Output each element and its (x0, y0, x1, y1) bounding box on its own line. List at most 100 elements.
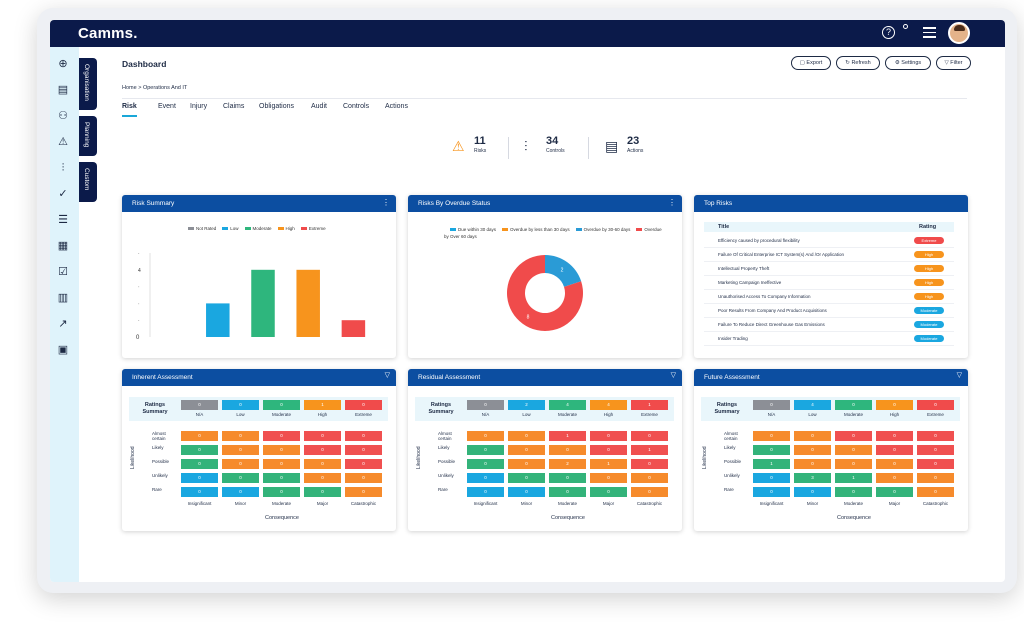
breadcrumb[interactable]: Home > Operations And IT (122, 85, 188, 91)
matrix-cell[interactable]: 0 (917, 431, 954, 441)
matrix-cell[interactable]: 0 (222, 473, 259, 483)
bar-extreme[interactable] (341, 320, 366, 337)
stat-risks[interactable]: ⚠ 11 Risks (452, 135, 512, 161)
matrix-cell[interactable]: 0 (263, 459, 300, 469)
matrix-cell[interactable]: 0 (631, 431, 668, 441)
matrix-cell[interactable]: 0 (263, 487, 300, 497)
matrix-cell[interactable]: 1 (590, 459, 627, 469)
matrix-cell[interactable]: 0 (181, 431, 218, 441)
matrix-cell[interactable]: 0 (508, 445, 545, 455)
bar-chart-icon[interactable]: ▥ (57, 292, 69, 304)
slice-2[interactable] (545, 255, 582, 287)
slice-3[interactable] (507, 255, 583, 331)
dashboard-icon[interactable]: ▣ (57, 344, 69, 356)
notification-icon[interactable] (903, 24, 908, 29)
top-risk-row[interactable]: Efficiency caused by procedural flexibil… (704, 234, 954, 248)
tab-event[interactable]: Event (158, 103, 176, 110)
top-risk-row[interactable]: Failure To Reduce Direct Greenhouse Gas … (704, 318, 954, 332)
matrix-cell[interactable]: 0 (263, 445, 300, 455)
matrix-cell[interactable]: 0 (304, 487, 341, 497)
matrix-cell[interactable]: 0 (835, 487, 872, 497)
add-icon[interactable]: ⊕ (58, 58, 68, 70)
matrix-cell[interactable]: 0 (590, 445, 627, 455)
matrix-cell[interactable]: 0 (631, 487, 668, 497)
matrix-cell[interactable]: 0 (304, 431, 341, 441)
matrix-cell[interactable]: 0 (263, 473, 300, 483)
matrix-cell[interactable]: 0 (835, 459, 872, 469)
top-risk-row[interactable]: Intellectual Property Theft High (704, 262, 954, 276)
matrix-cell[interactable]: 1 (835, 473, 872, 483)
warning-icon[interactable]: ⚠ (58, 136, 68, 148)
matrix-cell[interactable]: 0 (876, 445, 913, 455)
tab-controls[interactable]: Controls (343, 103, 370, 110)
report-icon[interactable]: ▦ (57, 240, 69, 252)
matrix-cell[interactable]: 0 (508, 473, 545, 483)
refresh-button[interactable]: ↻ Refresh (836, 56, 880, 70)
document-icon[interactable]: ▤ (57, 84, 69, 96)
more-icon[interactable]: ⋮ (668, 198, 676, 207)
avatar[interactable] (948, 22, 970, 44)
help-icon[interactable]: ? (882, 26, 895, 39)
matrix-cell[interactable]: 0 (876, 459, 913, 469)
matrix-cell[interactable]: 0 (753, 487, 790, 497)
matrix-cell[interactable]: 0 (631, 473, 668, 483)
bar-moderate[interactable] (251, 269, 275, 337)
filter-icon[interactable]: ▽ (670, 372, 676, 379)
top-risk-row[interactable]: Marketing Campaign Ineffective High (704, 276, 954, 290)
matrix-cell[interactable]: 0 (304, 445, 341, 455)
matrix-cell[interactable]: 0 (794, 431, 831, 441)
matrix-cell[interactable]: 0 (549, 487, 586, 497)
matrix-cell[interactable]: 0 (467, 445, 504, 455)
matrix-cell[interactable]: 0 (304, 473, 341, 483)
matrix-cell[interactable]: 0 (345, 487, 382, 497)
matrix-cell[interactable]: 0 (549, 445, 586, 455)
matrix-cell[interactable]: 0 (794, 459, 831, 469)
trend-icon[interactable]: ↗ (58, 318, 68, 330)
matrix-cell[interactable]: 0 (181, 487, 218, 497)
matrix-cell[interactable]: 0 (181, 473, 218, 483)
tab-claims[interactable]: Claims (223, 103, 245, 110)
matrix-cell[interactable]: 1 (753, 459, 790, 469)
matrix-cell[interactable]: 0 (753, 431, 790, 441)
tab-actions[interactable]: Actions (385, 103, 408, 110)
matrix-cell[interactable]: 0 (222, 459, 259, 469)
matrix-cell[interactable]: 3 (794, 473, 831, 483)
matrix-cell[interactable]: 0 (876, 431, 913, 441)
matrix-cell[interactable]: 0 (917, 473, 954, 483)
tab-organisation[interactable]: Organisation (79, 58, 97, 110)
top-risk-row[interactable]: Failure Of Critical Enterprise ICT Syste… (704, 248, 954, 262)
check-icon[interactable]: ✓ (58, 188, 68, 200)
matrix-cell[interactable]: 1 (631, 445, 668, 455)
checklist-icon[interactable]: ☑ (58, 266, 68, 278)
top-risk-row[interactable]: Unauthorised Access To Company Informati… (704, 290, 954, 304)
matrix-cell[interactable]: 0 (345, 473, 382, 483)
list-icon[interactable]: ☰ (58, 214, 68, 226)
matrix-cell[interactable]: 0 (917, 445, 954, 455)
matrix-cell[interactable]: 0 (835, 431, 872, 441)
matrix-cell[interactable]: 0 (508, 431, 545, 441)
matrix-cell[interactable]: 0 (222, 445, 259, 455)
bar-low[interactable] (206, 303, 230, 337)
matrix-cell[interactable]: 0 (590, 431, 627, 441)
matrix-cell[interactable]: 0 (467, 431, 504, 441)
matrix-cell[interactable]: 0 (835, 445, 872, 455)
matrix-cell[interactable]: 0 (345, 431, 382, 441)
tab-obligations[interactable]: Obligations (259, 103, 295, 110)
matrix-cell[interactable]: 0 (876, 487, 913, 497)
matrix-cell[interactable]: 2 (549, 459, 586, 469)
export-button[interactable]: ▢ Export (791, 56, 831, 70)
matrix-cell[interactable]: 0 (753, 473, 790, 483)
matrix-cell[interactable]: 0 (631, 459, 668, 469)
matrix-cell[interactable]: 0 (549, 473, 586, 483)
top-risk-row[interactable]: Poor Results From Company And Product Ac… (704, 304, 954, 318)
tab-injury[interactable]: Injury (190, 103, 208, 110)
users-icon[interactable]: ⚇ (58, 110, 68, 122)
matrix-cell[interactable]: 0 (794, 487, 831, 497)
filter-icon[interactable]: ▽ (956, 372, 962, 379)
tab-custom[interactable]: Custom (79, 162, 97, 202)
matrix-cell[interactable]: 0 (345, 445, 382, 455)
menu-icon[interactable] (923, 27, 936, 41)
matrix-cell[interactable]: 0 (794, 445, 831, 455)
sliders-icon[interactable]: ⫶ (61, 162, 65, 174)
matrix-cell[interactable]: 0 (876, 473, 913, 483)
